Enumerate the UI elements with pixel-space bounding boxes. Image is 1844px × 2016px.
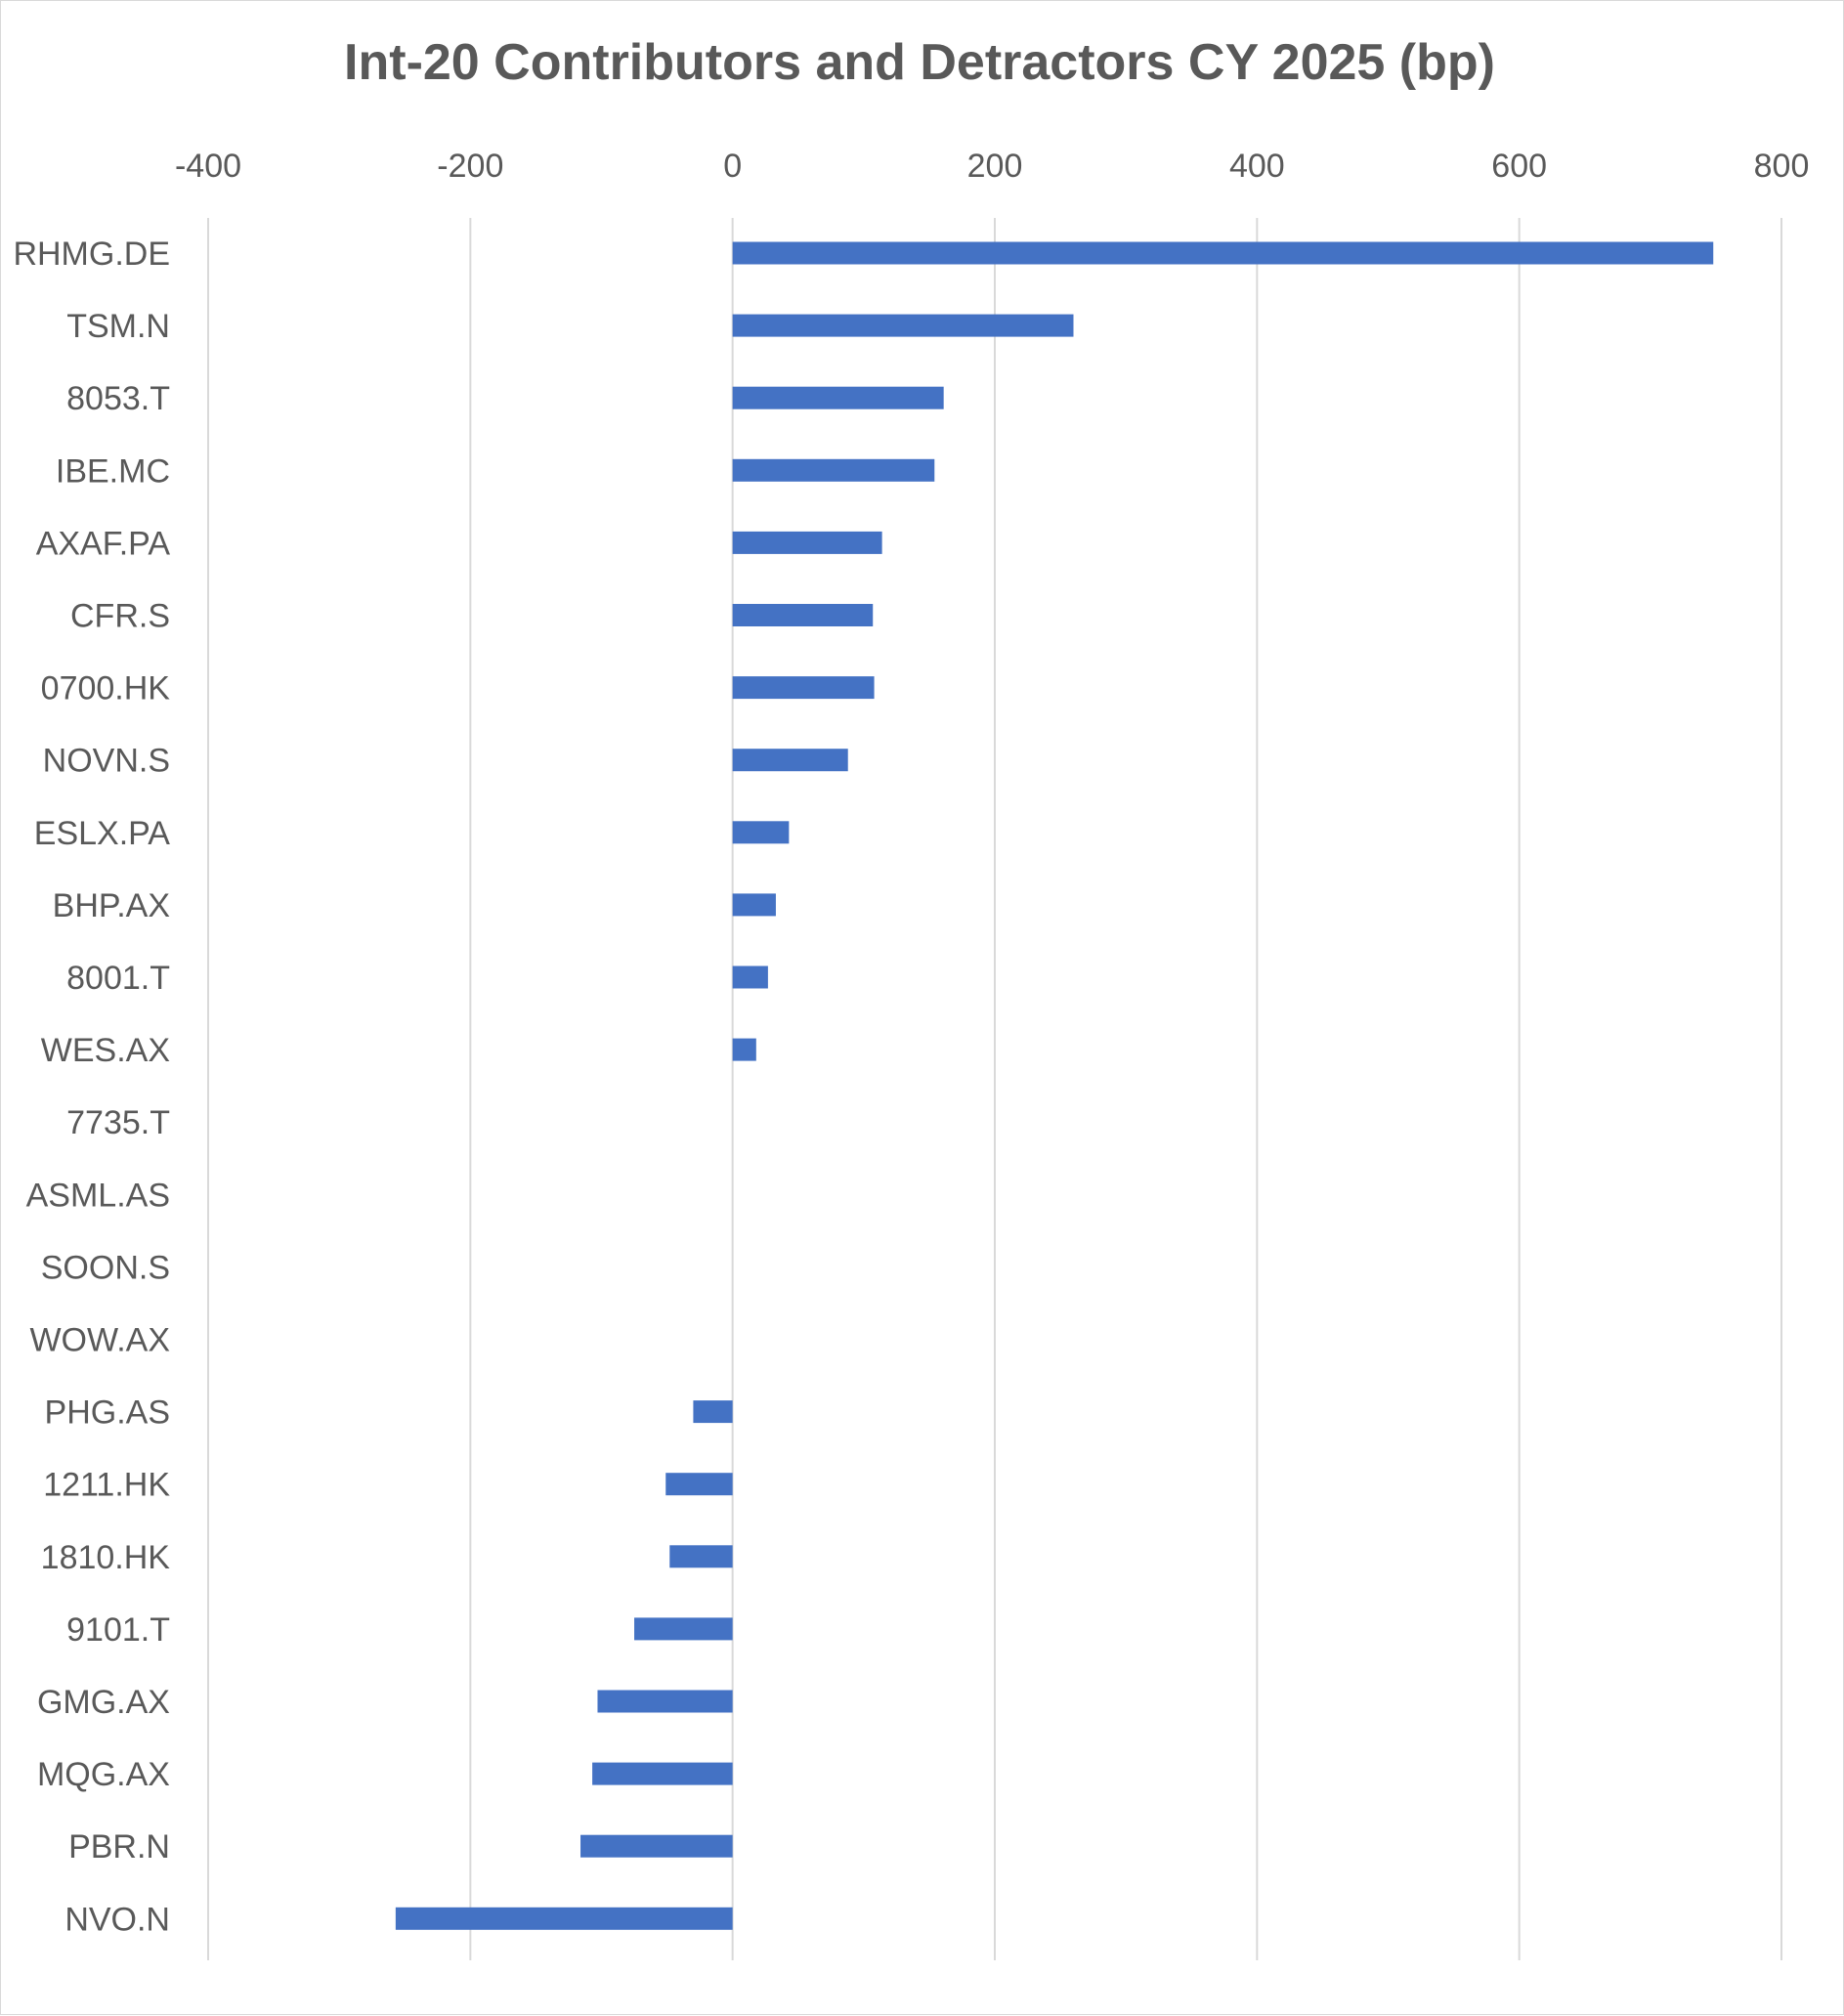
bar-pbr-n [580, 1834, 733, 1858]
x-axis-ticks: -400 -200 0 200 400 600 800 [175, 148, 1809, 185]
category-label: CFR.S [70, 598, 170, 635]
category-label: BHP.AX [53, 887, 170, 924]
bar-bhp-ax [732, 893, 776, 917]
category-label: ASML.AS [26, 1177, 170, 1214]
category-label: MQG.AX [37, 1756, 170, 1793]
bar-axaf-pa [732, 531, 882, 554]
bar-nvo-n [395, 1907, 733, 1930]
bar-mqg-ax [592, 1762, 733, 1785]
bar-tsm-n [732, 314, 1074, 337]
bar-eslx-pa [732, 821, 790, 844]
bar-8001-t [732, 965, 768, 989]
bar-0700-hk [732, 676, 875, 700]
bar-ibe-mc [732, 458, 935, 482]
category-label: ESLX.PA [34, 815, 171, 852]
category-label: 1211.HK [43, 1467, 170, 1504]
category-label: GMG.AX [37, 1684, 170, 1721]
x-tick-label: 800 [1754, 148, 1810, 185]
category-label: 8001.T [66, 960, 170, 997]
x-tick-label: 600 [1491, 148, 1547, 185]
category-label: NOVN.S [43, 743, 170, 780]
category-label: 1810.HK [41, 1539, 171, 1576]
bars [395, 241, 1714, 1930]
x-tick-label: 200 [967, 148, 1023, 185]
gridlines [207, 218, 1782, 1960]
bar-1810-hk [669, 1545, 733, 1568]
x-tick-label: -200 [437, 148, 503, 185]
category-label: WOW.AX [29, 1322, 170, 1359]
category-label: 0700.HK [41, 670, 171, 708]
x-tick-label: 400 [1229, 148, 1285, 185]
bar-phg-as [693, 1400, 733, 1424]
category-label: RHMG.DE [13, 236, 170, 273]
category-label: WES.AX [41, 1032, 170, 1069]
category-label: PHG.AS [45, 1394, 170, 1432]
category-labels: RHMG.DE TSM.N 8053.T IBE.MC AXAF.PA CFR.S 0700… [13, 236, 170, 1938]
bar-1211-hk [665, 1473, 733, 1496]
bar-9101-t [634, 1617, 733, 1641]
category-label: SOON.S [41, 1249, 170, 1286]
category-label: IBE.MC [56, 452, 170, 490]
category-label: NVO.N [64, 1901, 170, 1938]
bar-wes-ax [732, 1038, 756, 1061]
category-label: 7735.T [66, 1104, 170, 1141]
category-label: TSM.N [66, 308, 170, 345]
category-label: AXAF.PA [36, 525, 171, 562]
bar-8053-t [732, 386, 944, 409]
x-tick-label: -400 [175, 148, 241, 185]
bar-cfr-s [732, 604, 874, 626]
category-label: PBR.N [68, 1828, 170, 1866]
chart-title: Int-20 Contributors and Detractors CY 20… [344, 34, 1495, 91]
category-label: 9101.T [66, 1611, 170, 1649]
bar-gmg-ax [597, 1690, 733, 1713]
x-tick-label: 0 [723, 148, 742, 185]
category-label: 8053.T [66, 380, 170, 417]
bar-rhmg-de [732, 241, 1714, 265]
bar-novn-s [732, 749, 848, 772]
